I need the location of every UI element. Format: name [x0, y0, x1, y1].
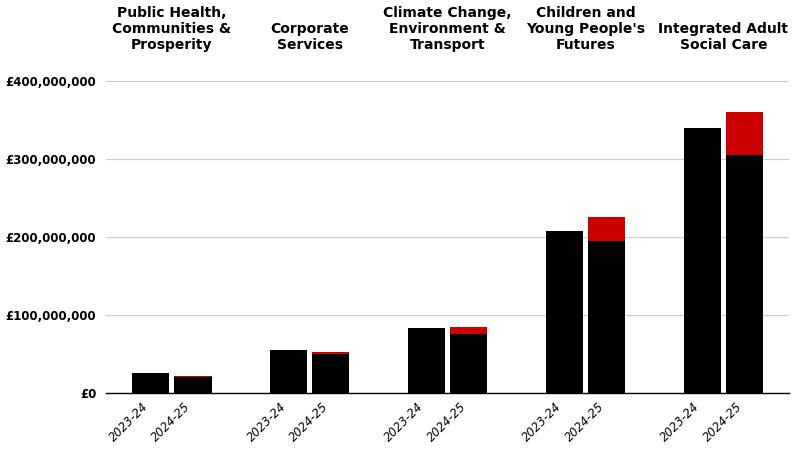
Bar — [312, 354, 350, 393]
Bar — [132, 374, 169, 393]
Bar — [270, 350, 307, 393]
Bar — [683, 128, 721, 393]
Bar — [726, 155, 763, 393]
Bar — [450, 327, 487, 333]
Bar — [174, 377, 211, 393]
Bar — [588, 217, 626, 241]
Bar — [450, 333, 487, 393]
Bar — [312, 352, 350, 354]
Bar — [546, 231, 583, 393]
Bar — [174, 376, 211, 377]
Bar — [408, 328, 445, 393]
Bar — [588, 241, 626, 393]
Bar — [726, 112, 763, 155]
